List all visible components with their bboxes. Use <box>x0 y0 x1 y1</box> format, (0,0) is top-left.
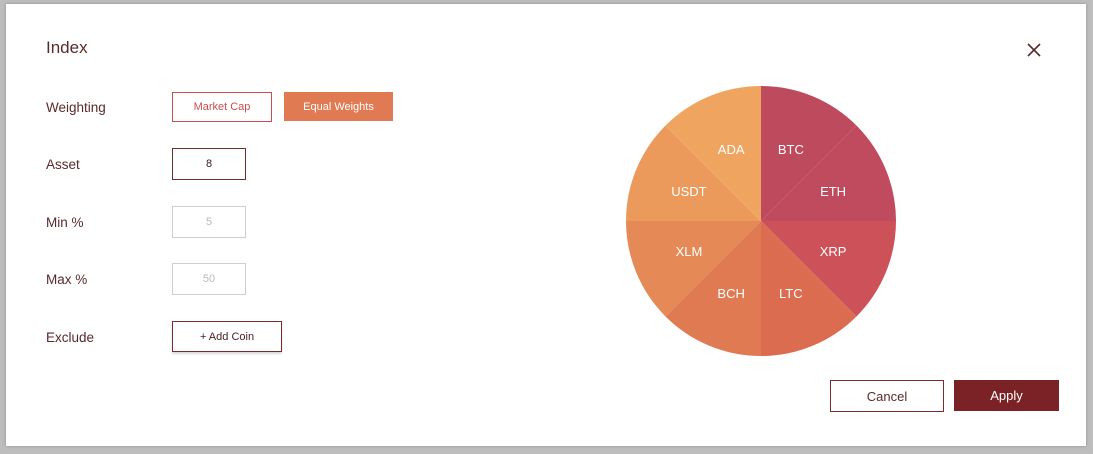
index-dialog: Index Weighting Market Cap Equal Weights… <box>6 4 1086 446</box>
market-cap-button[interactable]: Market Cap <box>172 92 272 122</box>
pie-slice-ltc <box>761 221 857 356</box>
max-percent-label: Max % <box>46 272 88 287</box>
max-percent-input[interactable]: 50 <box>172 263 246 295</box>
add-coin-button[interactable]: + Add Coin <box>172 321 282 352</box>
cancel-button[interactable]: Cancel <box>830 380 944 412</box>
pie-slice-eth <box>761 125 896 221</box>
asset-label: Asset <box>46 157 80 172</box>
asset-input[interactable]: 8 <box>172 148 246 180</box>
pie-slice-btc <box>761 86 857 221</box>
exclude-label: Exclude <box>46 330 95 345</box>
pie-slice-ada <box>665 86 761 221</box>
pie-label-bch: BCH <box>717 286 744 301</box>
pie-label-usdt: USDT <box>671 184 706 199</box>
pie-label-ada: ADA <box>718 142 745 157</box>
pie-label-btc: BTC <box>778 142 804 157</box>
pie-label-xrp: XRP <box>820 244 847 259</box>
dialog-title: Index <box>46 38 88 57</box>
pie-slice-usdt <box>626 125 761 221</box>
close-icon[interactable] <box>1024 40 1044 60</box>
pie-label-ltc: LTC <box>779 286 803 301</box>
apply-button[interactable]: Apply <box>954 380 1059 411</box>
index-pie-chart: BTC ETH XRP LTC BCH XLM USDT ADA <box>626 86 896 356</box>
weighting-label: Weighting <box>46 100 106 115</box>
equal-weights-button[interactable]: Equal Weights <box>284 92 393 121</box>
pie-label-eth: ETH <box>820 184 846 199</box>
pie-slice-xrp <box>761 221 896 317</box>
pie-slice-bch <box>665 221 761 356</box>
pie-slice-xlm <box>626 221 761 317</box>
min-percent-label: Min % <box>46 215 84 230</box>
min-percent-input[interactable]: 5 <box>172 206 246 238</box>
pie-label-xlm: XLM <box>676 244 703 259</box>
